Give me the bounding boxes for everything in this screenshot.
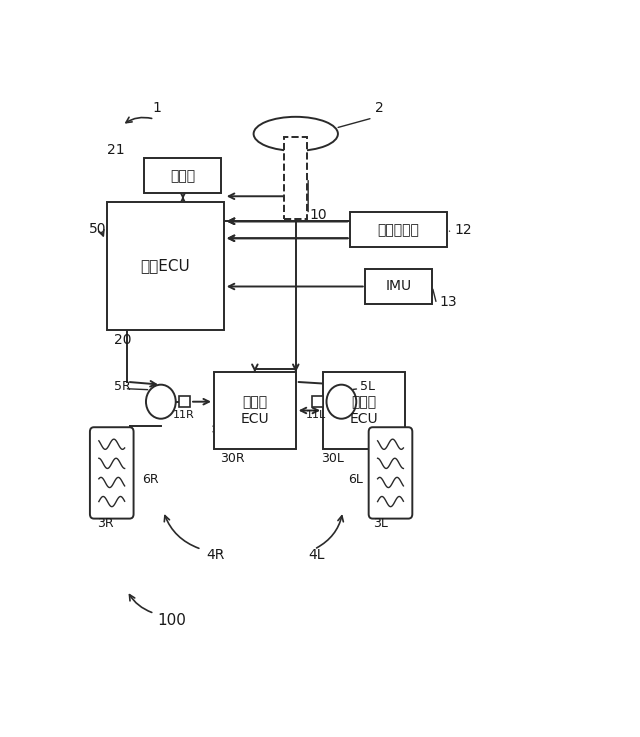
Text: 11R: 11R <box>173 410 195 419</box>
Ellipse shape <box>253 116 338 151</box>
Text: 3L: 3L <box>372 517 387 530</box>
Text: 1: 1 <box>152 101 161 115</box>
Text: 2: 2 <box>375 101 384 115</box>
FancyBboxPatch shape <box>145 158 221 193</box>
Text: 4L: 4L <box>308 548 324 562</box>
Text: 左転舵
ECU: 左転舵 ECU <box>349 395 378 425</box>
Circle shape <box>146 385 176 419</box>
Text: 5L: 5L <box>360 380 375 394</box>
Text: 30R: 30R <box>220 452 244 465</box>
FancyBboxPatch shape <box>369 427 412 519</box>
Text: 記憶部: 記憶部 <box>170 169 195 183</box>
Text: 上位ECU: 上位ECU <box>141 258 191 273</box>
Text: 車速センサ: 車速センサ <box>378 223 420 237</box>
FancyBboxPatch shape <box>179 396 190 408</box>
Text: IMU: IMU <box>386 279 412 293</box>
Text: 12: 12 <box>454 223 472 237</box>
FancyBboxPatch shape <box>108 202 224 329</box>
FancyBboxPatch shape <box>350 212 447 248</box>
FancyBboxPatch shape <box>323 372 405 449</box>
Text: 50: 50 <box>89 222 106 236</box>
FancyBboxPatch shape <box>284 136 307 219</box>
Text: 3R: 3R <box>97 517 113 530</box>
FancyBboxPatch shape <box>90 427 134 519</box>
Text: 20: 20 <box>114 333 131 347</box>
Text: 右転舵
ECU: 右転舵 ECU <box>241 395 269 425</box>
Text: 6R: 6R <box>142 473 159 486</box>
Text: 6L: 6L <box>348 473 363 486</box>
Text: 100: 100 <box>157 612 186 628</box>
Text: 11L: 11L <box>306 410 326 419</box>
Text: 5R: 5R <box>114 380 131 394</box>
Text: 4R: 4R <box>207 548 225 562</box>
FancyBboxPatch shape <box>214 372 296 449</box>
Circle shape <box>326 385 356 419</box>
Text: 21: 21 <box>108 143 125 157</box>
Text: 10: 10 <box>309 208 327 222</box>
Text: 30L: 30L <box>321 452 344 465</box>
Text: 13: 13 <box>439 295 457 309</box>
FancyBboxPatch shape <box>312 396 323 408</box>
FancyBboxPatch shape <box>365 269 432 304</box>
